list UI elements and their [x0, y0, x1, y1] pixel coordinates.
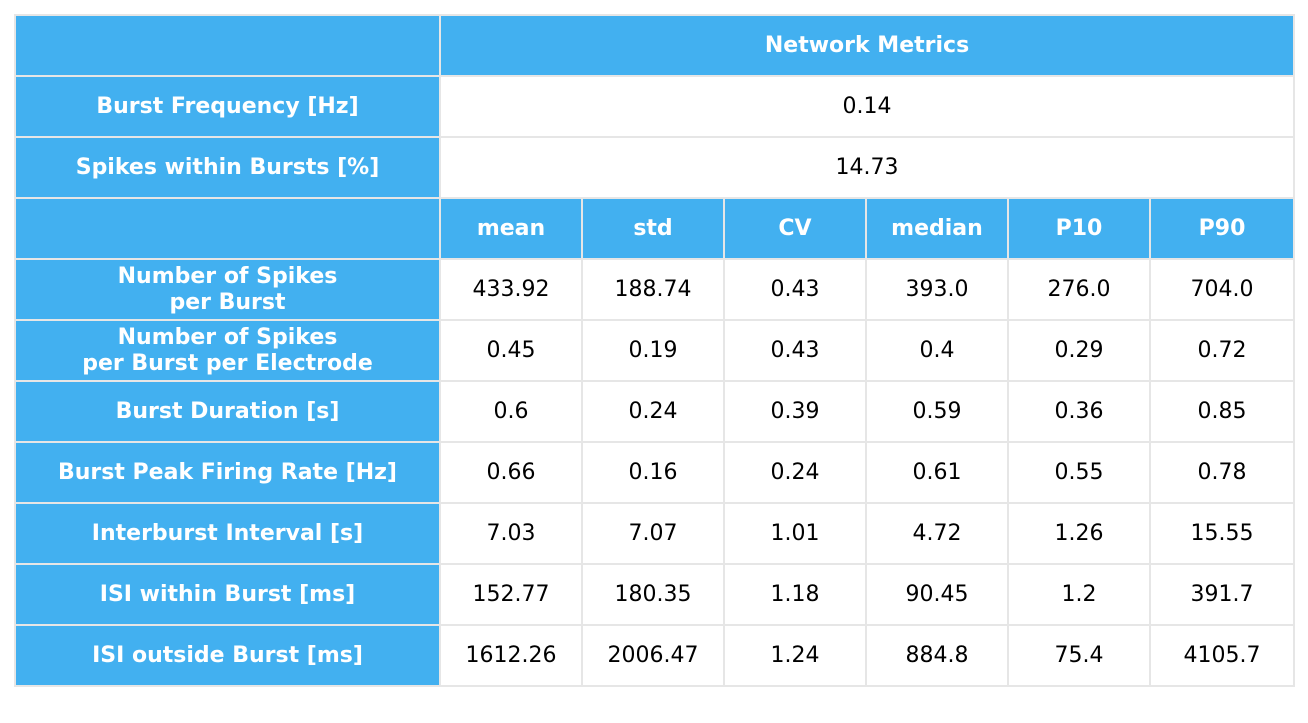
table-title: Network Metrics — [438, 14, 1296, 77]
data-cell: 0.45 — [439, 319, 583, 382]
data-cell: 7.07 — [581, 502, 725, 565]
row-label-line: Burst Peak Firing Rate [Hz] — [58, 459, 397, 485]
data-cell: 1.2 — [1007, 563, 1151, 626]
data-cell: 4105.7 — [1148, 624, 1296, 687]
row-label: ISI within Burst [ms] — [14, 563, 441, 626]
column-header: P90 — [1148, 197, 1296, 260]
data-cell: 152.77 — [439, 563, 583, 626]
row-label-line: per Burst — [169, 289, 286, 315]
row-label-line: per Burst per Electrode — [82, 350, 373, 376]
column-header: std — [581, 197, 725, 260]
row-label: Burst Frequency [Hz] — [14, 75, 441, 138]
data-cell: 393.0 — [865, 258, 1009, 321]
data-cell: 15.55 — [1148, 502, 1296, 565]
data-cell: 0.29 — [1007, 319, 1151, 382]
data-cell: 75.4 — [1007, 624, 1151, 687]
data-cell: 7.03 — [439, 502, 583, 565]
data-cell: 0.6 — [439, 380, 583, 443]
data-cell: 2006.47 — [581, 624, 725, 687]
row-label-line: Number of Spikes — [117, 263, 338, 289]
data-cell: 0.16 — [581, 441, 725, 504]
data-cell: 1.24 — [723, 624, 867, 687]
column-header: CV — [723, 197, 867, 260]
row-label: Interburst Interval [s] — [14, 502, 441, 565]
data-cell: 0.59 — [865, 380, 1009, 443]
data-cell: 704.0 — [1148, 258, 1296, 321]
column-header: median — [865, 197, 1009, 260]
data-cell: 0.4 — [865, 319, 1009, 382]
data-cell: 884.8 — [865, 624, 1009, 687]
table-row: Interburst Interval [s] 7.03 7.07 1.01 4.72 1… — [14, 502, 1296, 565]
data-cell: 1.18 — [723, 563, 867, 626]
data-cell: 0.19 — [581, 319, 725, 382]
row-label-line: Burst Duration [s] — [115, 398, 340, 424]
row-label: Burst Duration [s] — [14, 380, 441, 443]
data-cell: 1.01 — [723, 502, 867, 565]
row-label-line: ISI outside Burst [ms] — [92, 642, 363, 668]
row-label: Number of Spikes per Burst — [14, 258, 441, 321]
table-row: ISI within Burst [ms] 152.77 180.35 1.18 90.… — [14, 563, 1296, 626]
row-label-line: Interburst Interval [s] — [91, 520, 364, 546]
data-cell: 0.43 — [723, 319, 867, 382]
data-cell: 391.7 — [1148, 563, 1296, 626]
data-cell: 188.74 — [581, 258, 725, 321]
table-row: Burst Duration [s] 0.6 0.24 0.39 0.59 0.36 0.8… — [14, 380, 1296, 443]
table-row: Number of Spikes per Burst per Electrode 0… — [14, 319, 1296, 382]
table-row: ISI outside Burst [ms] 1612.26 2006.47 1.24… — [14, 624, 1296, 687]
statistics-rows: Number of Spikes per Burst 433.92 188.74 0.4… — [14, 258, 1296, 687]
table-row: Number of Spikes per Burst 433.92 188.74 0.4… — [14, 258, 1296, 321]
single-value-cell: 14.73 — [438, 136, 1296, 199]
column-header: P10 — [1007, 197, 1151, 260]
single-value-row: Spikes within Bursts [%] 14.73 — [14, 136, 1296, 199]
single-value-cell: 0.14 — [438, 75, 1296, 138]
data-cell: 0.85 — [1148, 380, 1296, 443]
column-header: mean — [439, 197, 583, 260]
data-cell: 1.26 — [1007, 502, 1151, 565]
table-title-row: Network Metrics — [14, 14, 1296, 77]
table-row: Burst Peak Firing Rate [Hz] 0.66 0.16 0.24 0… — [14, 441, 1296, 504]
data-cell: 1612.26 — [439, 624, 583, 687]
data-cell: 90.45 — [865, 563, 1009, 626]
row-label: Burst Peak Firing Rate [Hz] — [14, 441, 441, 504]
data-cell: 0.78 — [1148, 441, 1296, 504]
column-header-row: mean std CV median P10 P90 — [14, 197, 1296, 260]
row-label: Spikes within Bursts [%] — [14, 136, 441, 199]
single-value-row: Burst Frequency [Hz] 0.14 — [14, 75, 1296, 138]
row-label-line: Number of Spikes — [117, 324, 338, 350]
data-cell: 0.61 — [865, 441, 1009, 504]
row-label-line: ISI within Burst [ms] — [99, 581, 356, 607]
data-cell: 0.66 — [439, 441, 583, 504]
data-cell: 0.24 — [723, 441, 867, 504]
data-cell: 4.72 — [865, 502, 1009, 565]
row-label: Number of Spikes per Burst per Electrode — [14, 319, 441, 382]
data-cell: 180.35 — [581, 563, 725, 626]
corner-cell — [14, 14, 441, 77]
corner-cell — [14, 197, 441, 260]
data-cell: 0.55 — [1007, 441, 1151, 504]
data-cell: 0.36 — [1007, 380, 1151, 443]
data-cell: 0.39 — [723, 380, 867, 443]
data-cell: 0.24 — [581, 380, 725, 443]
row-label: ISI outside Burst [ms] — [14, 624, 441, 687]
data-cell: 0.43 — [723, 258, 867, 321]
data-cell: 0.72 — [1148, 319, 1296, 382]
network-metrics-table: Network Metrics Burst Frequency [Hz] 0.1… — [14, 14, 1296, 687]
data-cell: 276.0 — [1007, 258, 1151, 321]
data-cell: 433.92 — [439, 258, 583, 321]
